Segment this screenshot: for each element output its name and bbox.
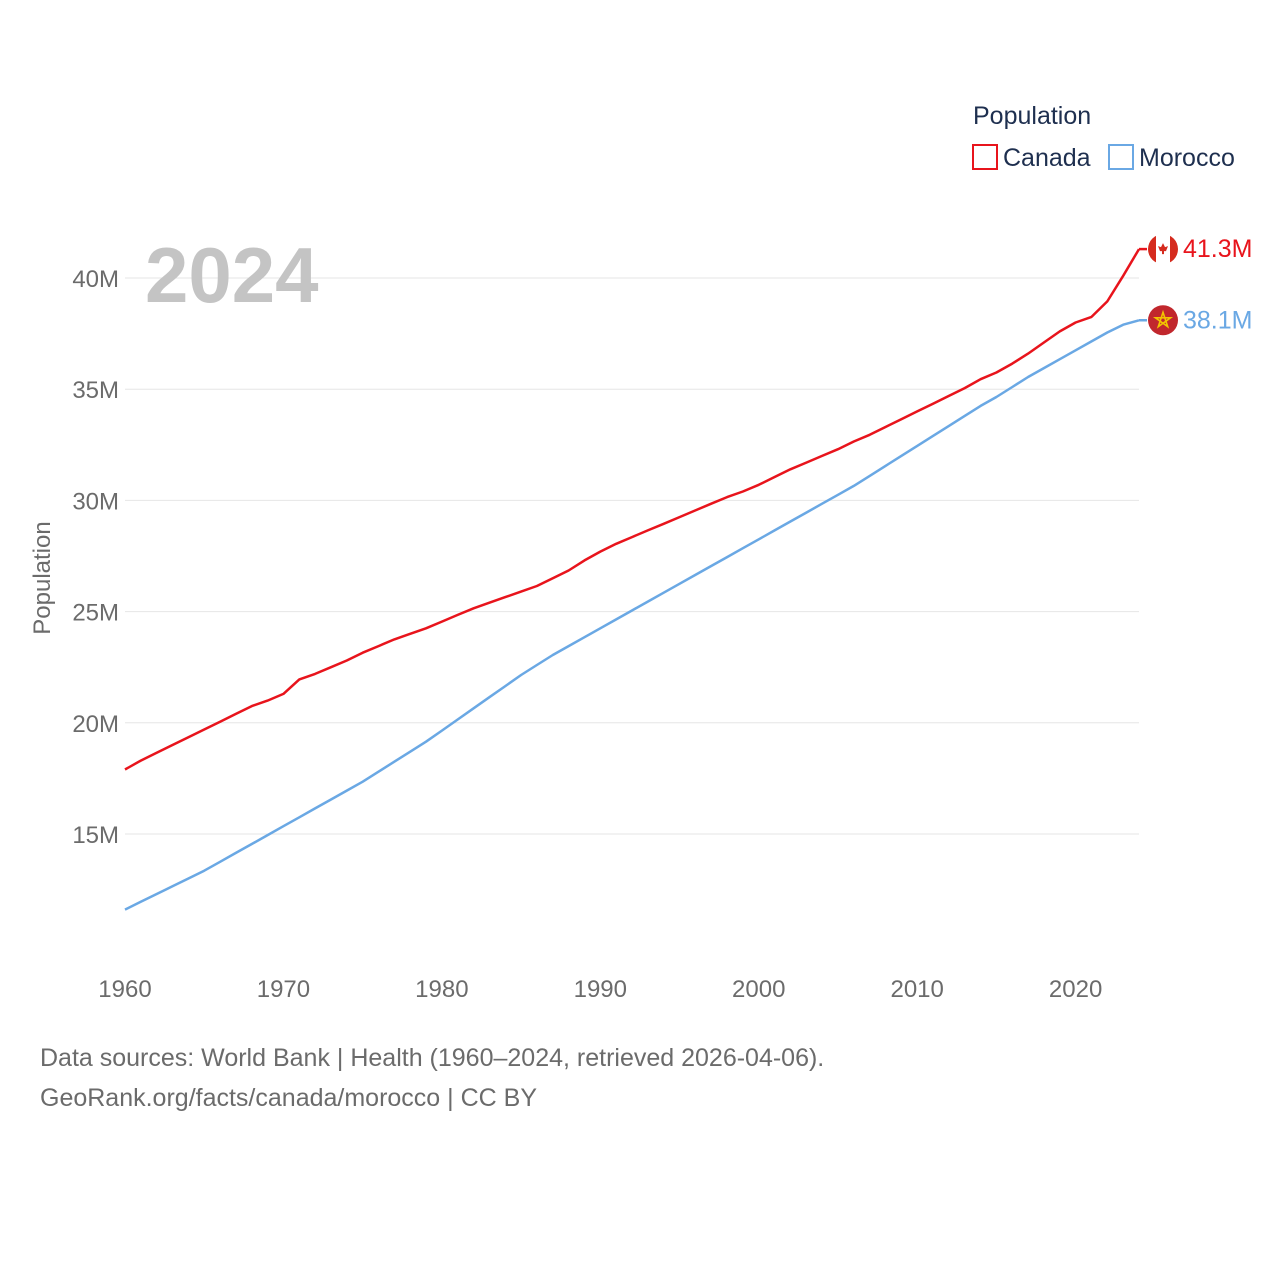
y-tick-label: 30M [72, 488, 119, 515]
y-axis-ticks: 15M 20M 25M 30M 35M 40M [72, 266, 119, 849]
y-axis-title: Population [29, 521, 56, 634]
y-tick-label: 35M [72, 377, 119, 404]
legend: Population Canada Morocco [972, 102, 1235, 172]
x-tick-label: 2010 [890, 976, 943, 1003]
x-tick-label: 1990 [574, 976, 627, 1003]
x-tick-label: 1970 [257, 976, 310, 1003]
series-line-canada [124, 248, 1141, 771]
end-value-label-morocco: 38.1M [1183, 306, 1252, 334]
y-tick-label: 40M [72, 266, 119, 293]
x-tick-label: 2020 [1049, 976, 1102, 1003]
y-tick-label: 20M [72, 711, 119, 738]
x-tick-label: 1960 [98, 976, 151, 1003]
legend-title: Population [973, 102, 1091, 130]
footer-sources: Data sources: World Bank | Health (1960–… [40, 1044, 825, 1072]
x-tick-label: 1980 [415, 976, 468, 1003]
end-value-label-canada: 41.3M [1183, 235, 1252, 263]
footer-credit: GeoRank.org/facts/canada/morocco | CC BY [40, 1084, 537, 1112]
legend-swatch-canada [972, 144, 998, 170]
y-tick-label: 15M [72, 822, 119, 849]
legend-item-canada[interactable]: Canada [972, 144, 1091, 172]
population-chart: 15M 20M 25M 30M 35M 40M 1960 1970 1980 1990 2000 2… [29, 102, 1252, 1003]
legend-swatch-morocco [1108, 144, 1134, 170]
x-axis-ticks: 1960 1970 1980 1990 2000 2010 2020 [98, 976, 1102, 1003]
x-tick-label: 2000 [732, 976, 785, 1003]
grid-lines [125, 277, 1139, 835]
legend-label-morocco: Morocco [1139, 144, 1235, 172]
series-end-markers: 41.3M 38.1M [1139, 234, 1252, 336]
legend-label-canada: Canada [1003, 144, 1091, 172]
series-line-morocco [124, 319, 1140, 911]
morocco-flag-icon [1148, 305, 1178, 336]
series-lines [124, 248, 1141, 911]
canada-flag-icon [1148, 234, 1178, 265]
y-tick-label: 25M [72, 600, 119, 627]
year-label: 2024 [145, 231, 319, 319]
legend-item-morocco[interactable]: Morocco [1108, 144, 1235, 172]
